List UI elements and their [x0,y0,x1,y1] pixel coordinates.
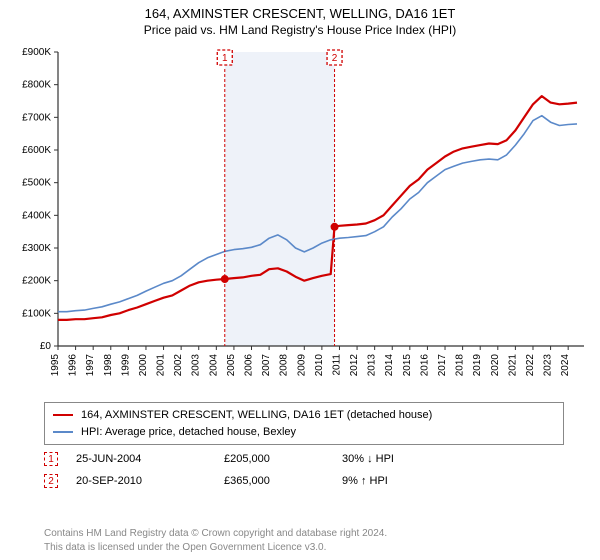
svg-text:2023: 2023 [543,354,554,377]
sale-price-0: £205,000 [224,453,324,465]
svg-text:2013: 2013 [367,354,378,377]
svg-text:2024: 2024 [560,354,571,377]
svg-text:2019: 2019 [472,354,483,377]
svg-text:2018: 2018 [455,354,466,377]
svg-text:1997: 1997 [85,354,96,377]
sale-price-1: £365,000 [224,475,324,487]
svg-text:2006: 2006 [244,354,255,377]
legend: 164, AXMINSTER CRESCENT, WELLING, DA16 1… [44,402,564,445]
legend-label-1: HPI: Average price, detached house, Bexl… [81,424,296,441]
svg-text:£900K: £900K [22,47,51,58]
svg-text:2022: 2022 [525,354,536,377]
sale-row-1: 2 20-SEP-2010 £365,000 9% ↑ HPI [44,470,462,492]
svg-text:£800K: £800K [22,80,51,91]
legend-label-0: 164, AXMINSTER CRESCENT, WELLING, DA16 1… [81,407,432,424]
title-sub: Price paid vs. HM Land Registry's House … [0,23,600,39]
svg-text:2015: 2015 [402,354,413,377]
sale-marker-0: 1 [44,452,58,466]
svg-text:2: 2 [332,53,338,64]
svg-text:£600K: £600K [22,145,51,156]
svg-text:1998: 1998 [103,354,114,377]
sale-marker-1: 2 [44,474,58,488]
sale-diff-1: 9% ↑ HPI [342,475,462,487]
legend-swatch-1 [53,431,73,433]
title-main: 164, AXMINSTER CRESCENT, WELLING, DA16 1… [0,6,600,23]
svg-text:2012: 2012 [349,354,360,377]
svg-text:1999: 1999 [120,354,131,377]
svg-text:2021: 2021 [507,354,518,377]
svg-text:2003: 2003 [191,354,202,377]
svg-text:£100K: £100K [22,308,51,319]
svg-text:2011: 2011 [331,354,342,376]
sales-table: 1 25-JUN-2004 £205,000 30% ↓ HPI 2 20-SE… [44,448,462,492]
legend-swatch-0 [53,414,73,416]
chart-svg: £0 £100K £200K £300K £400K £500K £600K £700K £80… [10,46,590,396]
sale-row-0: 1 25-JUN-2004 £205,000 30% ↓ HPI [44,448,462,470]
footnote-line-1: Contains HM Land Registry data © Crown c… [44,527,387,541]
sale-date-0: 25-JUN-2004 [76,453,206,465]
title-block: 164, AXMINSTER CRESCENT, WELLING, DA16 1… [0,0,600,38]
svg-text:2001: 2001 [156,354,167,377]
svg-text:2008: 2008 [279,354,290,377]
sale-diff-0: 30% ↓ HPI [342,453,462,465]
svg-text:2010: 2010 [314,354,325,377]
svg-text:2014: 2014 [384,354,395,377]
svg-text:2017: 2017 [437,354,448,377]
svg-text:£500K: £500K [22,178,51,189]
svg-text:£300K: £300K [22,243,51,254]
svg-text:£0: £0 [40,341,52,352]
legend-row-0: 164, AXMINSTER CRESCENT, WELLING, DA16 1… [53,407,555,424]
svg-text:2000: 2000 [138,354,149,377]
svg-text:£200K: £200K [22,276,51,287]
svg-text:2002: 2002 [173,354,184,377]
legend-row-1: HPI: Average price, detached house, Bexl… [53,424,555,441]
footnote: Contains HM Land Registry data © Crown c… [44,527,387,554]
svg-text:£400K: £400K [22,210,51,221]
svg-text:£700K: £700K [22,112,51,123]
svg-text:2005: 2005 [226,354,237,377]
svg-text:2020: 2020 [490,354,501,377]
svg-text:2016: 2016 [419,354,430,377]
svg-text:1996: 1996 [68,354,79,377]
svg-text:1: 1 [222,53,228,64]
footnote-line-2: This data is licensed under the Open Gov… [44,541,387,555]
svg-text:2007: 2007 [261,354,272,377]
svg-text:2009: 2009 [296,354,307,377]
chart-container: 164, AXMINSTER CRESCENT, WELLING, DA16 1… [0,0,600,560]
svg-text:1995: 1995 [50,354,61,377]
svg-text:2004: 2004 [208,354,219,377]
sale-date-1: 20-SEP-2010 [76,475,206,487]
chart: £0 £100K £200K £300K £400K £500K £600K £700K £80… [10,46,590,396]
